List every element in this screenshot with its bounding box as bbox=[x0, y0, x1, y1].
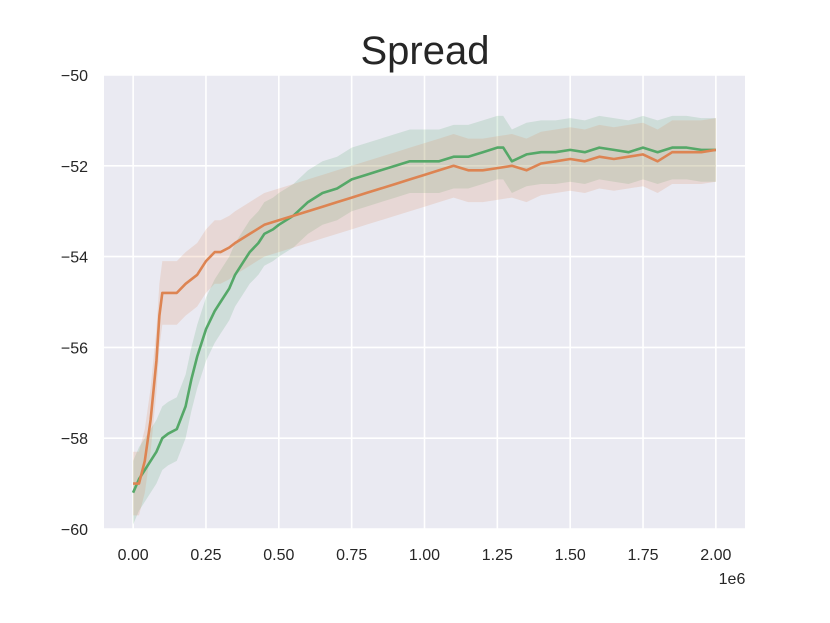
y-tick-label: −50 bbox=[61, 68, 88, 85]
x-tick-label: 2.00 bbox=[700, 547, 731, 564]
y-tick-label: −58 bbox=[61, 431, 88, 448]
x-tick-label: 1.75 bbox=[627, 547, 658, 564]
series-1-band bbox=[133, 118, 716, 516]
y-tick-label: −60 bbox=[61, 522, 88, 539]
x-tick-label: 0.00 bbox=[118, 547, 149, 564]
x-tick-labels: 0.00 0.25 0.50 0.75 1.00 1.25 1.50 1.75 2.00 bbox=[118, 547, 732, 564]
y-tick-label: −54 bbox=[61, 250, 88, 267]
y-tick-labels: −60 −58 −56 −54 −52 −50 bbox=[61, 68, 88, 539]
x-tick-label: 0.25 bbox=[190, 547, 221, 564]
series-0-line bbox=[131, 146, 716, 494]
series-0-band bbox=[133, 115, 716, 525]
x-tick-label: 1.50 bbox=[555, 547, 586, 564]
confidence-bands bbox=[133, 115, 716, 525]
series-1-line bbox=[133, 148, 717, 485]
chart-title: Spread bbox=[361, 29, 490, 73]
x-tick-label: 0.50 bbox=[263, 547, 294, 564]
y-tick-label: −56 bbox=[61, 340, 88, 357]
x-tick-label: 1.25 bbox=[482, 547, 513, 564]
x-tick-label: 0.75 bbox=[336, 547, 367, 564]
x-tick-label: 1.00 bbox=[409, 547, 440, 564]
x-offset-label: 1e6 bbox=[719, 571, 746, 588]
y-tick-label: −52 bbox=[61, 159, 88, 176]
series-lines bbox=[131, 146, 717, 494]
